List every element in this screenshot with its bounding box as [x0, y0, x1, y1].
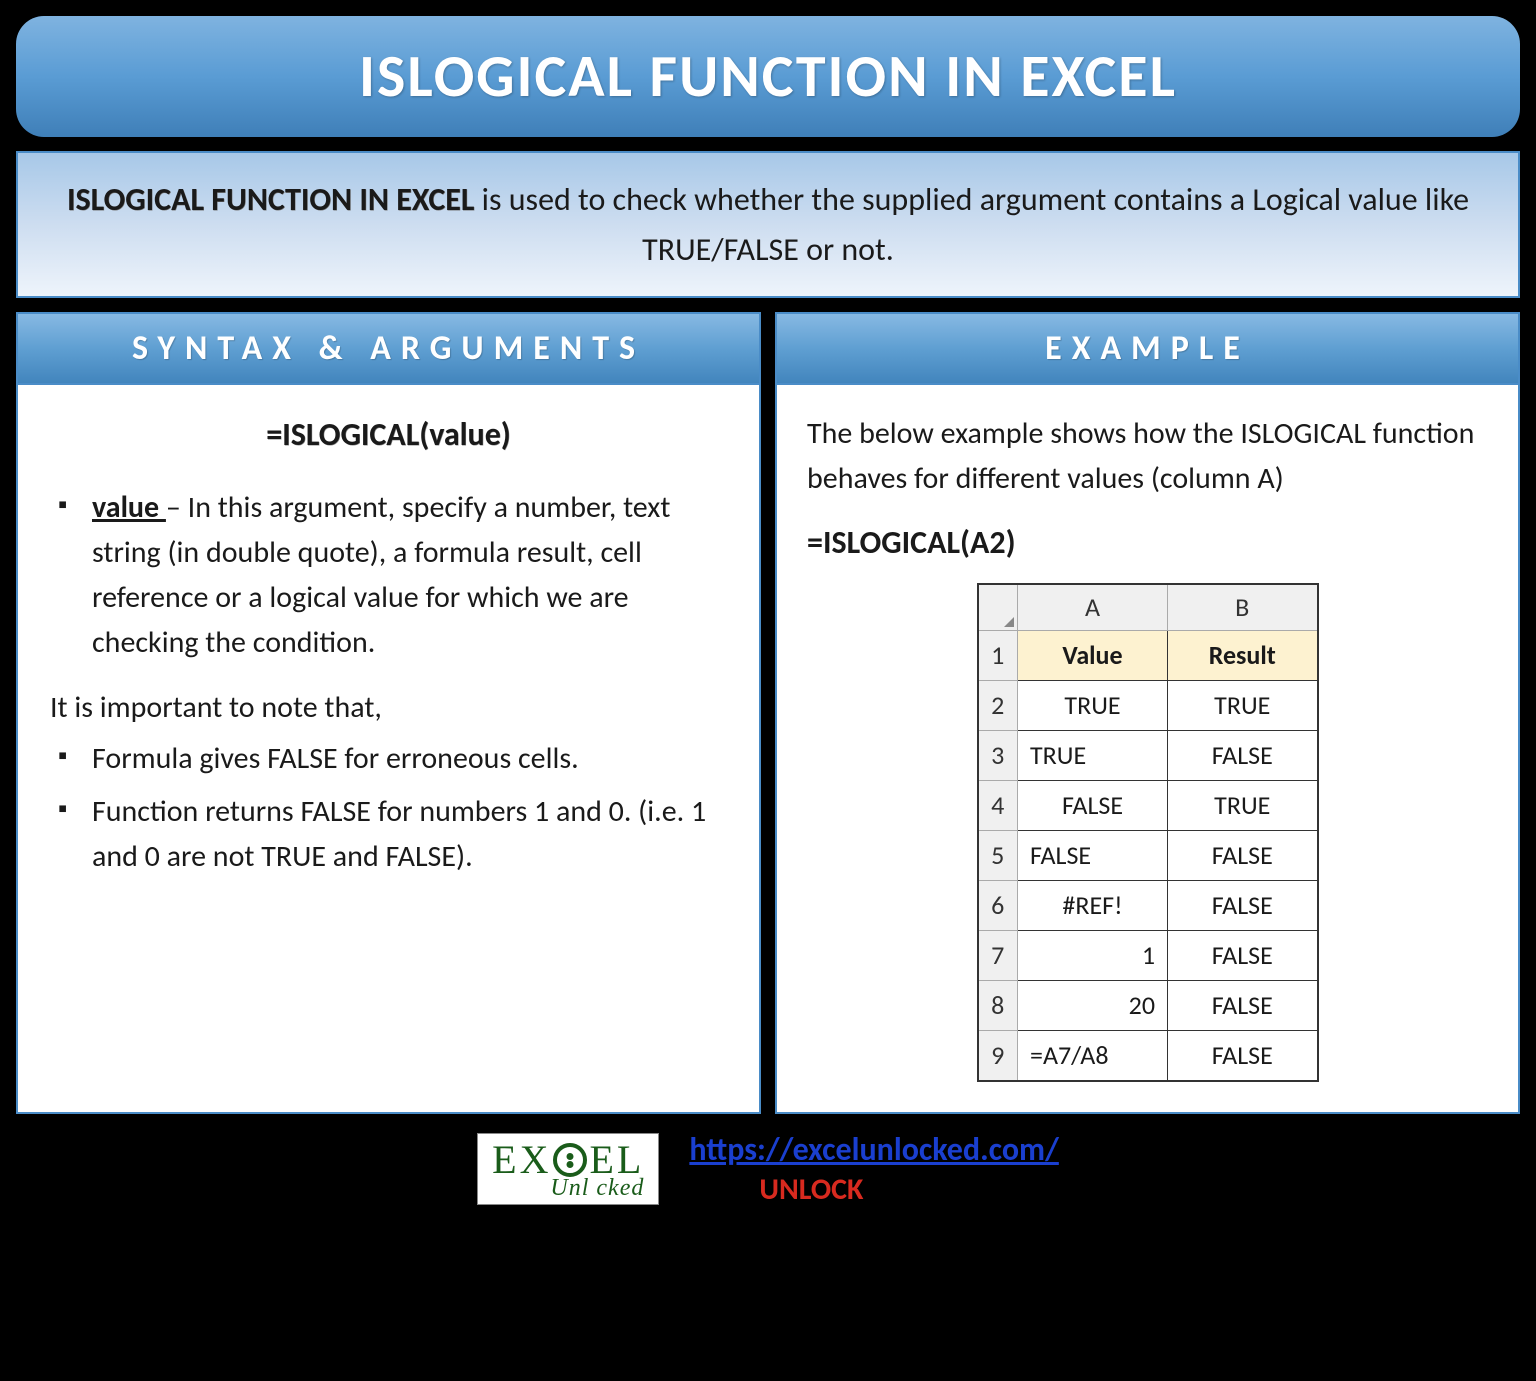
columns-wrap: SYNTAX & ARGUMENTS =ISLOGICAL(value) val…: [16, 312, 1520, 1114]
argument-list: value – In this argument, specify a numb…: [48, 485, 729, 665]
header-cell-result: Result: [1168, 631, 1318, 681]
row-num: 6: [978, 881, 1018, 931]
notes-intro: It is important to note that,: [48, 685, 729, 730]
row-num: 4: [978, 781, 1018, 831]
argument-desc: – In this argument, specify a number, te…: [92, 489, 670, 661]
logo-globe-icon: [553, 1143, 587, 1177]
row-num: 5: [978, 831, 1018, 881]
footer-links: https://excelunlocked.com/ UNLOCK: [689, 1130, 1058, 1208]
row-num: 9: [978, 1031, 1018, 1082]
excel-table-wrap: A B 1ValueResult2TRUETRUE3TRUEFALSE4FALS…: [807, 583, 1488, 1082]
argument-item: value – In this argument, specify a numb…: [48, 485, 729, 665]
cell-value: #REF!: [1018, 881, 1168, 931]
logo-text-post: EL: [589, 1140, 644, 1180]
cell-result: FALSE: [1168, 881, 1318, 931]
cell-result: TRUE: [1168, 781, 1318, 831]
cell-value: TRUE: [1018, 681, 1168, 731]
logo: EX EL Unl cked: [477, 1133, 659, 1205]
footer: EX EL Unl cked https://excelunlocked.com…: [16, 1130, 1520, 1208]
row-num: 8: [978, 981, 1018, 1031]
table-corner: [978, 584, 1018, 631]
page-title-banner: ISLOGICAL FUNCTION IN EXCEL: [16, 16, 1520, 137]
cell-result: FALSE: [1168, 831, 1318, 881]
cell-result: FALSE: [1168, 1031, 1318, 1082]
row-num: 1: [978, 631, 1018, 681]
example-intro: The below example shows how the ISLOGICA…: [807, 411, 1488, 501]
syntax-column: SYNTAX & ARGUMENTS =ISLOGICAL(value) val…: [16, 312, 761, 1114]
example-header: EXAMPLE: [775, 312, 1520, 383]
cell-result: FALSE: [1168, 931, 1318, 981]
syntax-header: SYNTAX & ARGUMENTS: [16, 312, 761, 383]
example-column: EXAMPLE The below example shows how the …: [775, 312, 1520, 1114]
cell-value: =A7/A8: [1018, 1031, 1168, 1082]
description-text: is used to check whether the supplied ar…: [474, 180, 1469, 269]
example-formula: =ISLOGICAL(A2): [807, 519, 1488, 567]
cell-value: TRUE: [1018, 731, 1168, 781]
row-num: 3: [978, 731, 1018, 781]
cell-value: FALSE: [1018, 781, 1168, 831]
argument-name: value: [92, 489, 166, 526]
col-letter-a: A: [1018, 584, 1168, 631]
footer-url-link[interactable]: https://excelunlocked.com/: [689, 1130, 1058, 1169]
cell-result: FALSE: [1168, 981, 1318, 1031]
logo-text-pre: EX: [492, 1140, 551, 1180]
note-item: Function returns FALSE for numbers 1 and…: [48, 789, 729, 879]
excel-table: A B 1ValueResult2TRUETRUE3TRUEFALSE4FALS…: [977, 583, 1319, 1082]
description-bold: ISLOGICAL FUNCTION IN EXCEL: [67, 180, 474, 219]
cell-value: 1: [1018, 931, 1168, 981]
row-num: 7: [978, 931, 1018, 981]
cell-value: FALSE: [1018, 831, 1168, 881]
syntax-formula: =ISLOGICAL(value): [48, 411, 729, 459]
cell-value: 20: [1018, 981, 1168, 1031]
syntax-body: =ISLOGICAL(value) value – In this argume…: [16, 383, 761, 1114]
row-num: 2: [978, 681, 1018, 731]
cell-result: TRUE: [1168, 681, 1318, 731]
cell-result: FALSE: [1168, 731, 1318, 781]
logo-bottom: Unl cked: [550, 1176, 644, 1200]
unlock-text: UNLOCK: [689, 1171, 1058, 1208]
logo-top: EX EL: [492, 1140, 644, 1180]
notes-list: Formula gives FALSE for erroneous cells.…: [48, 736, 729, 879]
description-box: ISLOGICAL FUNCTION IN EXCEL is used to c…: [16, 151, 1520, 298]
example-body: The below example shows how the ISLOGICA…: [775, 383, 1520, 1114]
col-letter-b: B: [1168, 584, 1318, 631]
note-item: Formula gives FALSE for erroneous cells.: [48, 736, 729, 781]
header-cell-value: Value: [1018, 631, 1168, 681]
